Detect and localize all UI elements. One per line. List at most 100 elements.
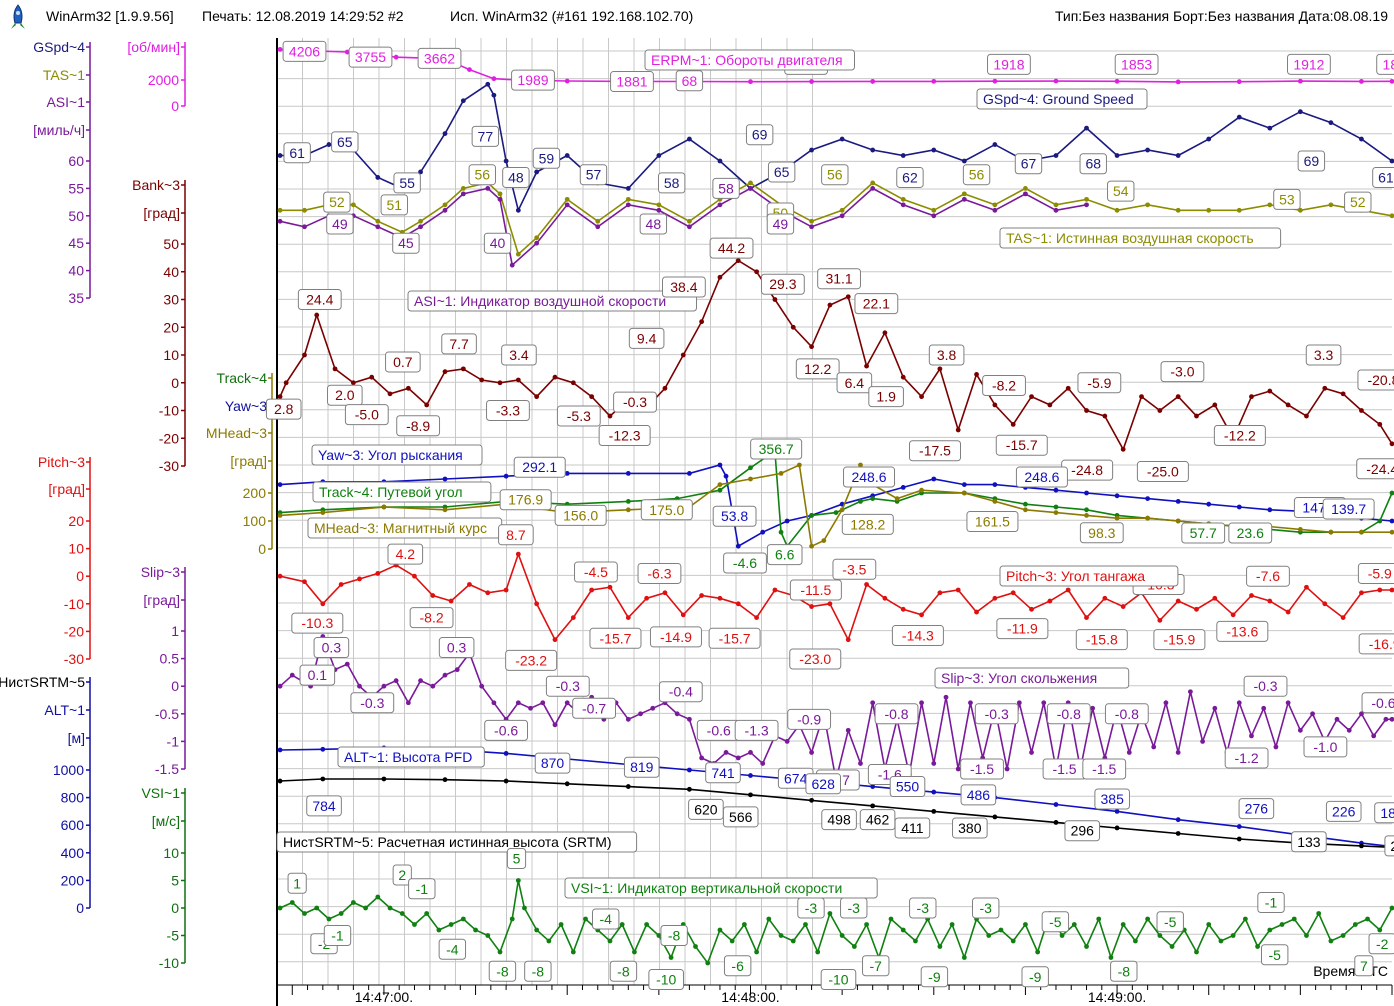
series-name-box <box>976 88 1148 110</box>
data-point-track <box>748 465 753 471</box>
data-point-mhead <box>1297 527 1303 532</box>
data-point-pitch <box>900 606 906 612</box>
data-point-mhead <box>839 507 845 513</box>
data-label-hsrtm: 498 <box>827 812 851 828</box>
data-label-erpm: 1881 <box>616 74 647 90</box>
data-point-pitch <box>320 601 326 607</box>
data-label-mhead-box <box>554 504 607 526</box>
data-point-pitch <box>277 573 283 579</box>
data-label-pitch: -7.6 <box>1256 568 1280 584</box>
data-point-pitch <box>1120 604 1126 609</box>
data-point-slip <box>491 700 497 706</box>
axis-label-spd: GSpd~4 <box>33 39 85 55</box>
data-point-vsi <box>424 911 430 916</box>
data-point-hsrtm <box>1236 836 1242 842</box>
data-point-vsi <box>864 922 869 927</box>
data-label-bank-box <box>995 434 1048 456</box>
data-label-mhead-box <box>841 513 894 535</box>
data-point-tas <box>748 180 753 186</box>
data-label-pitch: -15.7 <box>719 630 751 646</box>
data-label-pitch: 4.2 <box>396 546 416 562</box>
data-point-gspd <box>809 147 814 153</box>
data-label-gspd-box <box>657 172 686 194</box>
data-label-bank: 7.7 <box>449 336 469 352</box>
axis-label-vsi: [м/с] <box>152 813 180 829</box>
data-point-tas <box>992 202 998 208</box>
data-point-slip <box>686 716 692 722</box>
data-label-bank-box <box>982 375 1026 397</box>
data-point-pitch <box>864 582 869 587</box>
data-point-slip <box>748 750 753 755</box>
data-label-vsi-box <box>1041 911 1070 933</box>
data-label-yaw-box <box>843 466 896 488</box>
data-point-asi <box>302 224 307 230</box>
app-title: WinArm32 [1.9.9.56] <box>46 8 174 24</box>
data-label-bank: 0.7 <box>393 354 413 370</box>
data-point-yaw <box>961 482 967 487</box>
data-point-gspd <box>442 131 448 137</box>
axis-tick-label-pitch: -20 <box>64 623 84 639</box>
data-label-track: 57.7 <box>1190 525 1217 541</box>
series-name-erpm: ERPM~1: Обороты двигателя <box>651 52 843 68</box>
data-label-alt-box <box>889 776 926 798</box>
data-point-yaw <box>992 482 998 487</box>
data-label-pitch: -5.9 <box>1368 565 1392 581</box>
axis-label-spd: [миль/ч] <box>33 122 85 138</box>
data-label-pitch: -16.9 <box>1369 636 1394 652</box>
data-label-erpm-box <box>282 40 327 62</box>
data-point-erpm <box>870 79 876 84</box>
data-label-vsi-box <box>723 955 752 977</box>
data-label-pitch-box <box>1153 629 1206 651</box>
data-label-bank: -24.8 <box>1071 462 1103 478</box>
data-point-slip <box>1151 744 1157 750</box>
data-label-tas-box <box>1273 188 1301 210</box>
data-point-yaw <box>625 471 631 476</box>
data-point-alt <box>1236 824 1242 829</box>
data-point-tas <box>497 191 503 197</box>
data-point-slip <box>858 761 863 766</box>
data-point-track <box>717 487 723 493</box>
axis-tick-label-slip: 1 <box>171 623 179 639</box>
data-label-vsi: -10 <box>828 972 848 988</box>
axis-tick-label-vsi: -10 <box>159 955 179 971</box>
data-point-pitch <box>1285 609 1291 615</box>
data-label-bank: 22.1 <box>863 296 890 312</box>
data-point-pitch <box>338 582 344 587</box>
data-point-bank <box>717 274 723 280</box>
data-point-vsi <box>485 933 491 938</box>
data-label-erpm-box <box>348 46 393 68</box>
data-point-bank <box>534 394 540 400</box>
data-point-vsi <box>546 938 552 944</box>
data-point-vsi <box>558 922 564 927</box>
data-point-gspd <box>460 98 466 104</box>
data-point-gspd <box>491 92 497 98</box>
data-point-vsi <box>644 922 650 927</box>
data-label-pitch-box <box>589 627 642 649</box>
data-label-slip: -0.3 <box>985 706 1009 722</box>
data-label-gspd: 65 <box>774 164 790 180</box>
data-label-gspd-box <box>745 124 774 146</box>
data-label-track-box <box>1181 522 1226 544</box>
data-point-vsi <box>350 900 356 905</box>
data-label-mhead: 128.2 <box>850 516 885 532</box>
data-point-slip <box>1383 716 1389 722</box>
data-point-slip <box>943 694 949 700</box>
data-point-pitch <box>809 604 814 609</box>
data-point-hsrtm <box>381 776 387 782</box>
data-point-vsi <box>522 905 527 911</box>
data-point-bank <box>350 380 356 386</box>
data-point-asi <box>656 207 662 213</box>
data-label-asi: 48 <box>646 216 662 232</box>
series-name-box <box>999 565 1179 587</box>
data-label-hsrtm: 22 <box>1390 838 1394 854</box>
data-label-bank-box <box>909 440 962 462</box>
data-label-track-box <box>723 552 767 574</box>
data-point-slip <box>479 683 485 689</box>
data-point-slip <box>870 700 876 706</box>
data-label-bank: 38.4 <box>670 279 697 295</box>
data-label-pitch: -15.8 <box>1086 632 1118 648</box>
data-label-erpm: 3662 <box>424 50 455 66</box>
data-point-pitch <box>662 590 668 596</box>
data-label-vsi-box <box>438 938 467 960</box>
